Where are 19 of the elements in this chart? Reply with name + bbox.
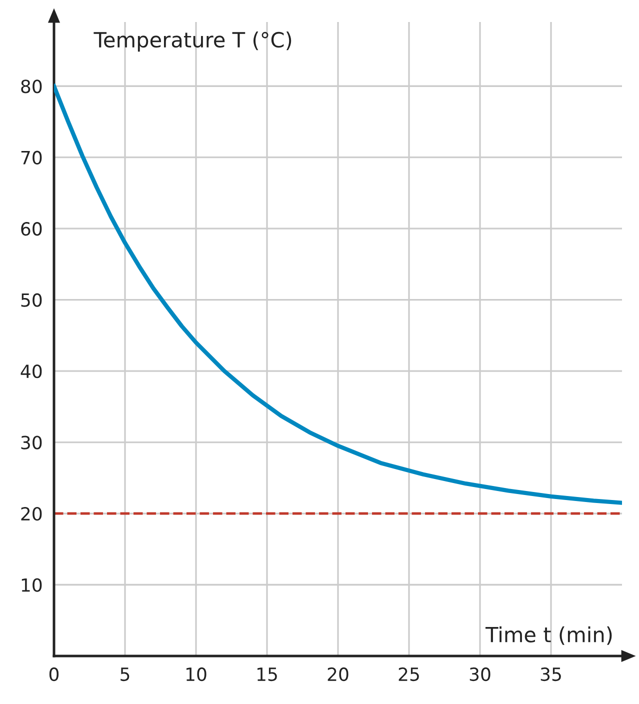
- x-tick-label: 15: [257, 668, 277, 682]
- x-axis-title: Time t (min): [485, 626, 612, 645]
- x-tick-label: 0: [49, 667, 59, 682]
- y-axis-title: Temperature T (°C): [94, 32, 292, 52]
- y-tick-label: 30: [21, 436, 42, 450]
- x-tick-label: 25: [398, 667, 419, 682]
- x-tick-label: 20: [328, 667, 348, 682]
- x-tick-label: 10: [186, 667, 206, 682]
- x-tick-label: 5: [120, 668, 130, 682]
- y-tick-label: 10: [22, 578, 42, 592]
- y-tick-label: 50: [21, 293, 42, 307]
- y-tick-label: 40: [20, 364, 42, 378]
- x-tick-label: 30: [470, 667, 490, 682]
- x-tick-label: 35: [540, 667, 561, 682]
- y-tick-label: 70: [21, 150, 42, 164]
- y-tick-label: 60: [21, 222, 42, 236]
- line-series: [54, 84, 622, 505]
- y-tick-label: 20: [21, 506, 42, 521]
- y-tick-label: 80: [21, 80, 42, 94]
